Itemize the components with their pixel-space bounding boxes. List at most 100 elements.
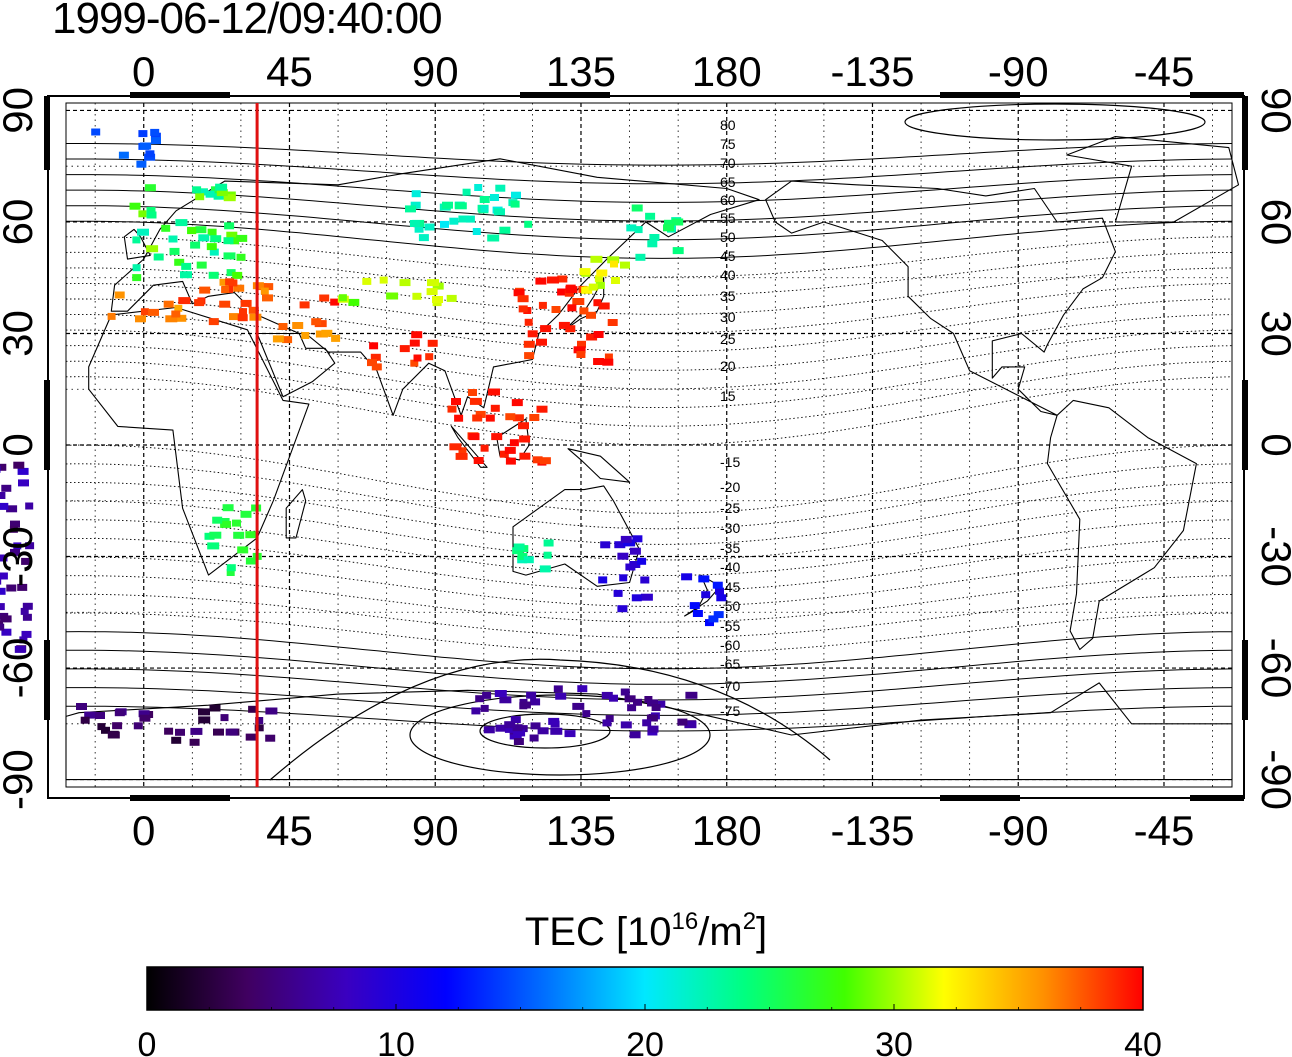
- tec-cell: [499, 226, 511, 234]
- tec-cell: [232, 271, 243, 279]
- mag-lat-contour: [66, 143, 1233, 166]
- tec-cell: [590, 255, 603, 263]
- tec-cell: [664, 219, 675, 227]
- tec-cell: [518, 305, 528, 313]
- tec-cell: [209, 531, 222, 539]
- tec-cell: [663, 224, 674, 232]
- contour-label: -65: [720, 656, 740, 672]
- tec-cell: [212, 516, 223, 524]
- tec-cell: [532, 456, 543, 464]
- tec-cell: [178, 297, 191, 305]
- tec-cell: [504, 725, 516, 733]
- tec-cell: [25, 502, 34, 510]
- tec-cell: [91, 128, 101, 136]
- mag-lat-contour: [65, 556, 1233, 608]
- tec-cell: [427, 279, 439, 287]
- y-tick-label-left: 0: [0, 433, 41, 456]
- tec-cell: [195, 226, 207, 234]
- tec-cell: [153, 253, 164, 261]
- tec-cell: [485, 414, 495, 422]
- tec-cell: [647, 725, 659, 733]
- tec-cell: [468, 389, 477, 396]
- tec-cell: [95, 712, 105, 719]
- tec-cell: [180, 271, 192, 279]
- mag-lat-contour: [66, 158, 1233, 185]
- contour-label: 25: [720, 331, 736, 347]
- x-tick-label-top: 0: [132, 48, 155, 95]
- axis-bar-top: [1190, 92, 1244, 98]
- tec-cell: [198, 234, 210, 242]
- x-tick-label-bottom: 90: [412, 807, 459, 854]
- tec-cell: [0, 463, 7, 471]
- tec-cell: [518, 422, 529, 430]
- tec-cell: [225, 728, 238, 736]
- tec-cell: [226, 569, 235, 576]
- tec-cell: [586, 311, 596, 319]
- tec-cell: [716, 594, 727, 602]
- mag-lat-contour: [66, 649, 1233, 685]
- y-tick-label-right: 60: [1253, 199, 1292, 246]
- tec-cell: [0, 577, 2, 585]
- tec-cell: [163, 300, 174, 308]
- tec-cell: [646, 714, 658, 722]
- tec-cell: [226, 269, 236, 277]
- mag-lat-contour: [66, 205, 1233, 241]
- map-axes: 0 0 45 45 90 90 135 135 180 180 -135 -135 -90 -90 -45 -…: [0, 48, 1292, 854]
- tec-cell: [412, 292, 422, 300]
- tec-cell: [535, 277, 547, 285]
- tec-cell: [107, 731, 120, 739]
- x-tick-label-bottom: -45: [1134, 807, 1195, 854]
- tec-cell: [632, 535, 643, 543]
- tec-cell: [629, 547, 641, 555]
- tec-cell: [240, 510, 252, 518]
- y-tick-label-left: -30: [0, 526, 41, 587]
- contour-label: -60: [720, 637, 740, 653]
- tec-cell: [1, 484, 12, 492]
- x-tick-label-top: -135: [830, 48, 914, 95]
- tec-cell: [223, 252, 236, 260]
- tec-cell: [677, 718, 688, 726]
- tec-cell: [607, 256, 620, 264]
- tec-cell: [494, 208, 505, 216]
- tec-cell: [651, 704, 661, 711]
- tec-cell: [399, 345, 410, 353]
- x-tick-label-bottom: 135: [546, 807, 616, 854]
- tec-cell: [136, 160, 147, 168]
- tec-cell: [413, 354, 422, 362]
- tec-cell: [282, 336, 293, 344]
- tec-cell: [164, 727, 174, 735]
- south-pole-inner-oval: [479, 713, 611, 749]
- tec-cell: [379, 276, 388, 284]
- tec-cell: [254, 724, 264, 732]
- tec-cell: [189, 738, 200, 746]
- tec-cell: [112, 722, 123, 730]
- tec-cell: [511, 191, 521, 199]
- tec-cell: [146, 207, 156, 214]
- tec-cell: [229, 313, 240, 321]
- tec-cell: [169, 247, 180, 255]
- tec-cell: [0, 623, 5, 631]
- tec-cell: [567, 304, 577, 312]
- tec-cell: [220, 714, 229, 722]
- tec-cell: [145, 150, 155, 158]
- tec-cell: [576, 351, 586, 358]
- tec-cell: [510, 200, 520, 208]
- tec-cell: [465, 215, 475, 223]
- tec-cell: [151, 137, 161, 145]
- tec-cell: [10, 548, 20, 556]
- contour-label: 70: [720, 155, 736, 171]
- tec-cell: [331, 334, 341, 342]
- tec-cell: [475, 410, 486, 418]
- tec-cell: [446, 294, 457, 302]
- tec-cell: [208, 271, 219, 279]
- tec-cell: [207, 542, 220, 550]
- contour-label: -15: [720, 454, 740, 470]
- tec-cell: [471, 707, 481, 715]
- tec-cell: [17, 467, 29, 475]
- tec-cell: [161, 224, 171, 232]
- tec-cell: [0, 572, 8, 580]
- tec-cell: [449, 217, 459, 225]
- tec-cell: [708, 615, 719, 623]
- tec-cell: [272, 335, 284, 343]
- x-tick-label-bottom: 0: [132, 807, 155, 854]
